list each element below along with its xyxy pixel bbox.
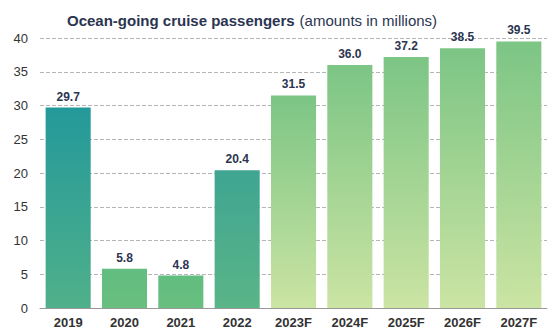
svg-text:2020: 2020 <box>110 315 139 330</box>
svg-text:40: 40 <box>14 31 28 46</box>
svg-text:31.5: 31.5 <box>282 77 306 91</box>
svg-text:4.8: 4.8 <box>172 258 189 272</box>
svg-text:2026F: 2026F <box>444 315 481 330</box>
svg-text:37.2: 37.2 <box>394 39 418 53</box>
svg-text:15: 15 <box>14 199 28 214</box>
svg-text:20.4: 20.4 <box>225 152 249 166</box>
svg-text:35: 35 <box>14 64 28 79</box>
svg-text:2024F: 2024F <box>331 315 368 330</box>
svg-text:38.5: 38.5 <box>451 30 475 44</box>
svg-text:2023F: 2023F <box>275 315 312 330</box>
svg-text:10: 10 <box>14 233 28 248</box>
svg-text:39.5: 39.5 <box>507 23 531 37</box>
svg-text:Ocean-going cruise passengers: Ocean-going cruise passengers <box>67 12 295 29</box>
svg-text:2022: 2022 <box>223 315 252 330</box>
svg-text:30: 30 <box>14 98 28 113</box>
svg-text:(amounts in millions): (amounts in millions) <box>300 12 438 29</box>
svg-text:2025F: 2025F <box>388 315 425 330</box>
svg-text:2019: 2019 <box>54 315 83 330</box>
svg-text:20: 20 <box>14 166 28 181</box>
svg-text:5.8: 5.8 <box>116 251 133 265</box>
svg-text:5: 5 <box>21 267 28 282</box>
svg-text:25: 25 <box>14 132 28 147</box>
svg-text:36.0: 36.0 <box>338 47 362 61</box>
svg-text:2027F: 2027F <box>500 315 537 330</box>
svg-text:29.7: 29.7 <box>56 90 80 104</box>
svg-text:0: 0 <box>21 301 28 316</box>
svg-text:2021: 2021 <box>166 315 195 330</box>
